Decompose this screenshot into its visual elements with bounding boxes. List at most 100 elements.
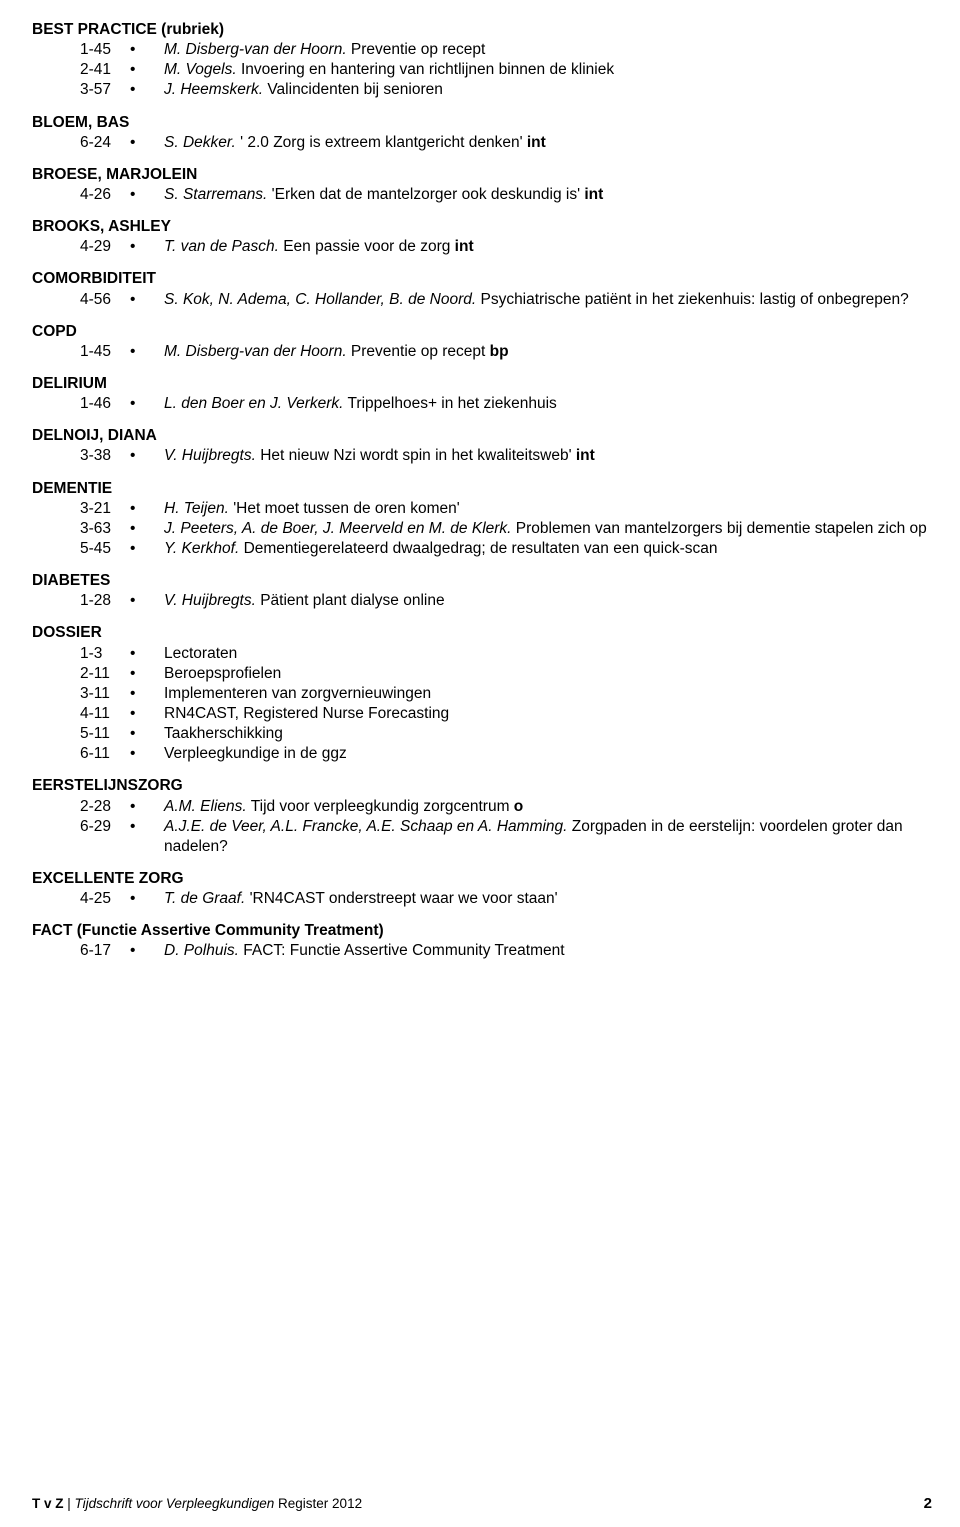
- entry-ref: 3-57: [80, 80, 130, 100]
- section-heading: DELNOIJ, DIANA: [32, 426, 932, 446]
- footer-sep: |: [64, 1496, 75, 1511]
- entry-authors: S. Starremans.: [164, 186, 267, 203]
- section-heading: FACT (Functie Assertive Community Treatm…: [32, 921, 932, 941]
- index-section: DELNOIJ, DIANA3-38•V. Huijbregts. Het ni…: [32, 426, 932, 466]
- entry-body: Beroepsprofielen: [164, 664, 932, 684]
- entry-body: D. Polhuis. FACT: Functie Assertive Comm…: [164, 941, 932, 961]
- entry-text: ' 2.0 Zorg is extreem klantgericht denke…: [236, 134, 527, 151]
- index-entry: 2-28•A.M. Eliens. Tijd voor verpleegkund…: [80, 797, 932, 817]
- entry-body: S. Kok, N. Adema, C. Hollander, B. de No…: [164, 290, 932, 310]
- bullet-icon: •: [130, 539, 164, 559]
- bullet-icon: •: [130, 817, 164, 837]
- entry-authors: M. Vogels.: [164, 61, 237, 78]
- index-entry: 4-56•S. Kok, N. Adema, C. Hollander, B. …: [80, 290, 932, 310]
- index-entry: 1-45•M. Disberg-van der Hoorn. Preventie…: [80, 342, 932, 362]
- entry-ref: 3-21: [80, 499, 130, 519]
- entry-ref: 2-41: [80, 60, 130, 80]
- entry-authors: V. Huijbregts.: [164, 447, 256, 464]
- index-content: BEST PRACTICE (rubriek)1-45•M. Disberg-v…: [32, 20, 932, 961]
- index-section: FACT (Functie Assertive Community Treatm…: [32, 921, 932, 961]
- entry-tag: int: [576, 447, 595, 464]
- entry-ref: 1-28: [80, 591, 130, 611]
- entry-text: Preventie op recept: [347, 41, 486, 58]
- entry-body: Y. Kerkhof. Dementiegerelateerd dwaalged…: [164, 539, 932, 559]
- index-entry: 6-24•S. Dekker. ' 2.0 Zorg is extreem kl…: [80, 133, 932, 153]
- entry-body: S. Starremans. 'Erken dat de mantelzorge…: [164, 185, 932, 205]
- entry-authors: S. Kok, N. Adema, C. Hollander, B. de No…: [164, 291, 476, 308]
- entry-text: Lectoraten: [164, 645, 237, 662]
- bullet-icon: •: [130, 446, 164, 466]
- entry-text: Het nieuw Nzi wordt spin in het kwalitei…: [256, 447, 576, 464]
- entry-text: Implementeren van zorgvernieuwingen: [164, 685, 431, 702]
- index-section: COMORBIDITEIT4-56•S. Kok, N. Adema, C. H…: [32, 269, 932, 309]
- entry-tag: int: [455, 238, 474, 255]
- entry-body: RN4CAST, Registered Nurse Forecasting: [164, 704, 932, 724]
- index-entry: 3-57•J. Heemskerk. Valincidenten bij sen…: [80, 80, 932, 100]
- entry-body: Implementeren van zorgvernieuwingen: [164, 684, 932, 704]
- entry-authors: M. Disberg-van der Hoorn.: [164, 41, 347, 58]
- entry-authors: A.J.E. de Veer, A.L. Francke, A.E. Schaa…: [164, 818, 567, 835]
- entry-ref: 5-45: [80, 539, 130, 559]
- entry-tag: int: [527, 134, 546, 151]
- footer-rest: Register 2012: [274, 1496, 362, 1511]
- entry-body: J. Peeters, A. de Boer, J. Meerveld en M…: [164, 519, 932, 539]
- bullet-icon: •: [130, 290, 164, 310]
- entry-text: RN4CAST, Registered Nurse Forecasting: [164, 705, 449, 722]
- index-section: COPD1-45•M. Disberg-van der Hoorn. Preve…: [32, 322, 932, 362]
- entry-ref: 1-46: [80, 394, 130, 414]
- footer-tvz: T v Z: [32, 1496, 64, 1511]
- index-section: BEST PRACTICE (rubriek)1-45•M. Disberg-v…: [32, 20, 932, 101]
- bullet-icon: •: [130, 664, 164, 684]
- bullet-icon: •: [130, 684, 164, 704]
- section-heading: BROOKS, ASHLEY: [32, 217, 932, 237]
- bullet-icon: •: [130, 941, 164, 961]
- index-section: EXCELLENTE ZORG4-25•T. de Graaf. 'RN4CAS…: [32, 869, 932, 909]
- entry-ref: 4-29: [80, 237, 130, 257]
- entry-ref: 1-3: [80, 644, 130, 664]
- index-entry: 6-17•D. Polhuis. FACT: Functie Assertive…: [80, 941, 932, 961]
- index-entry: 4-11•RN4CAST, Registered Nurse Forecasti…: [80, 704, 932, 724]
- bullet-icon: •: [130, 744, 164, 764]
- footer-title: Tijdschrift voor Verpleegkundigen: [75, 1496, 275, 1511]
- section-heading: DELIRIUM: [32, 374, 932, 394]
- entry-authors: M. Disberg-van der Hoorn.: [164, 343, 347, 360]
- entry-ref: 6-29: [80, 817, 130, 837]
- entry-authors: V. Huijbregts.: [164, 592, 256, 609]
- entry-text: Taakherschikking: [164, 725, 283, 742]
- footer-page-number: 2: [924, 1494, 932, 1514]
- bullet-icon: •: [130, 889, 164, 909]
- entry-ref: 2-28: [80, 797, 130, 817]
- entry-authors: L. den Boer en J. Verkerk.: [164, 395, 344, 412]
- bullet-icon: •: [130, 704, 164, 724]
- bullet-icon: •: [130, 80, 164, 100]
- entry-text: Trippelhoes+ in het ziekenhuis: [344, 395, 557, 412]
- entry-text: Een passie voor de zorg: [279, 238, 455, 255]
- index-entry: 6-29•A.J.E. de Veer, A.L. Francke, A.E. …: [80, 817, 932, 857]
- entry-body: V. Huijbregts. Pätient plant dialyse onl…: [164, 591, 932, 611]
- entry-body: L. den Boer en J. Verkerk. Trippelhoes+ …: [164, 394, 932, 414]
- section-heading: DIABETES: [32, 571, 932, 591]
- index-section: DIABETES1-28•V. Huijbregts. Pätient plan…: [32, 571, 932, 611]
- entry-body: Lectoraten: [164, 644, 932, 664]
- index-entry: 1-3•Lectoraten: [80, 644, 932, 664]
- entry-text: Valincidenten bij senioren: [263, 81, 443, 98]
- entry-authors: J. Heemskerk.: [164, 81, 263, 98]
- index-section: BROOKS, ASHLEY4-29•T. van de Pasch. Een …: [32, 217, 932, 257]
- entry-text: Dementiegerelateerd dwaalgedrag; de resu…: [239, 540, 717, 557]
- entry-body: A.J.E. de Veer, A.L. Francke, A.E. Schaa…: [164, 817, 932, 857]
- section-heading: DEMENTIE: [32, 479, 932, 499]
- index-entry: 2-11•Beroepsprofielen: [80, 664, 932, 684]
- entry-ref: 2-11: [80, 664, 130, 684]
- entry-text: Preventie op recept: [347, 343, 490, 360]
- index-entry: 3-11•Implementeren van zorgvernieuwingen: [80, 684, 932, 704]
- entry-body: M. Disberg-van der Hoorn. Preventie op r…: [164, 40, 932, 60]
- entry-text: 'Het moet tussen de oren komen': [229, 500, 460, 517]
- entry-body: T. van de Pasch. Een passie voor de zorg…: [164, 237, 932, 257]
- bullet-icon: •: [130, 394, 164, 414]
- entry-body: A.M. Eliens. Tijd voor verpleegkundig zo…: [164, 797, 932, 817]
- entry-tag: int: [584, 186, 603, 203]
- entry-authors: D. Polhuis.: [164, 942, 239, 959]
- entry-ref: 6-17: [80, 941, 130, 961]
- bullet-icon: •: [130, 591, 164, 611]
- entry-text: 'Erken dat de mantelzorger ook deskundig…: [267, 186, 584, 203]
